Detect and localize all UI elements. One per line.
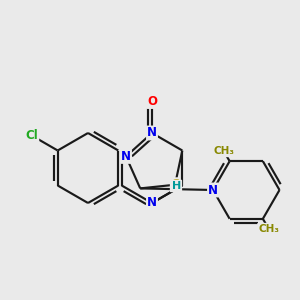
Text: O: O bbox=[147, 95, 157, 108]
Text: S: S bbox=[171, 178, 179, 191]
Text: N: N bbox=[147, 127, 157, 140]
Text: N: N bbox=[121, 150, 131, 163]
Text: CH₃: CH₃ bbox=[213, 146, 234, 156]
Text: N: N bbox=[208, 184, 218, 196]
Text: CH₃: CH₃ bbox=[258, 224, 279, 234]
Text: Cl: Cl bbox=[26, 129, 38, 142]
Text: H: H bbox=[172, 181, 181, 190]
Text: N: N bbox=[147, 196, 157, 209]
